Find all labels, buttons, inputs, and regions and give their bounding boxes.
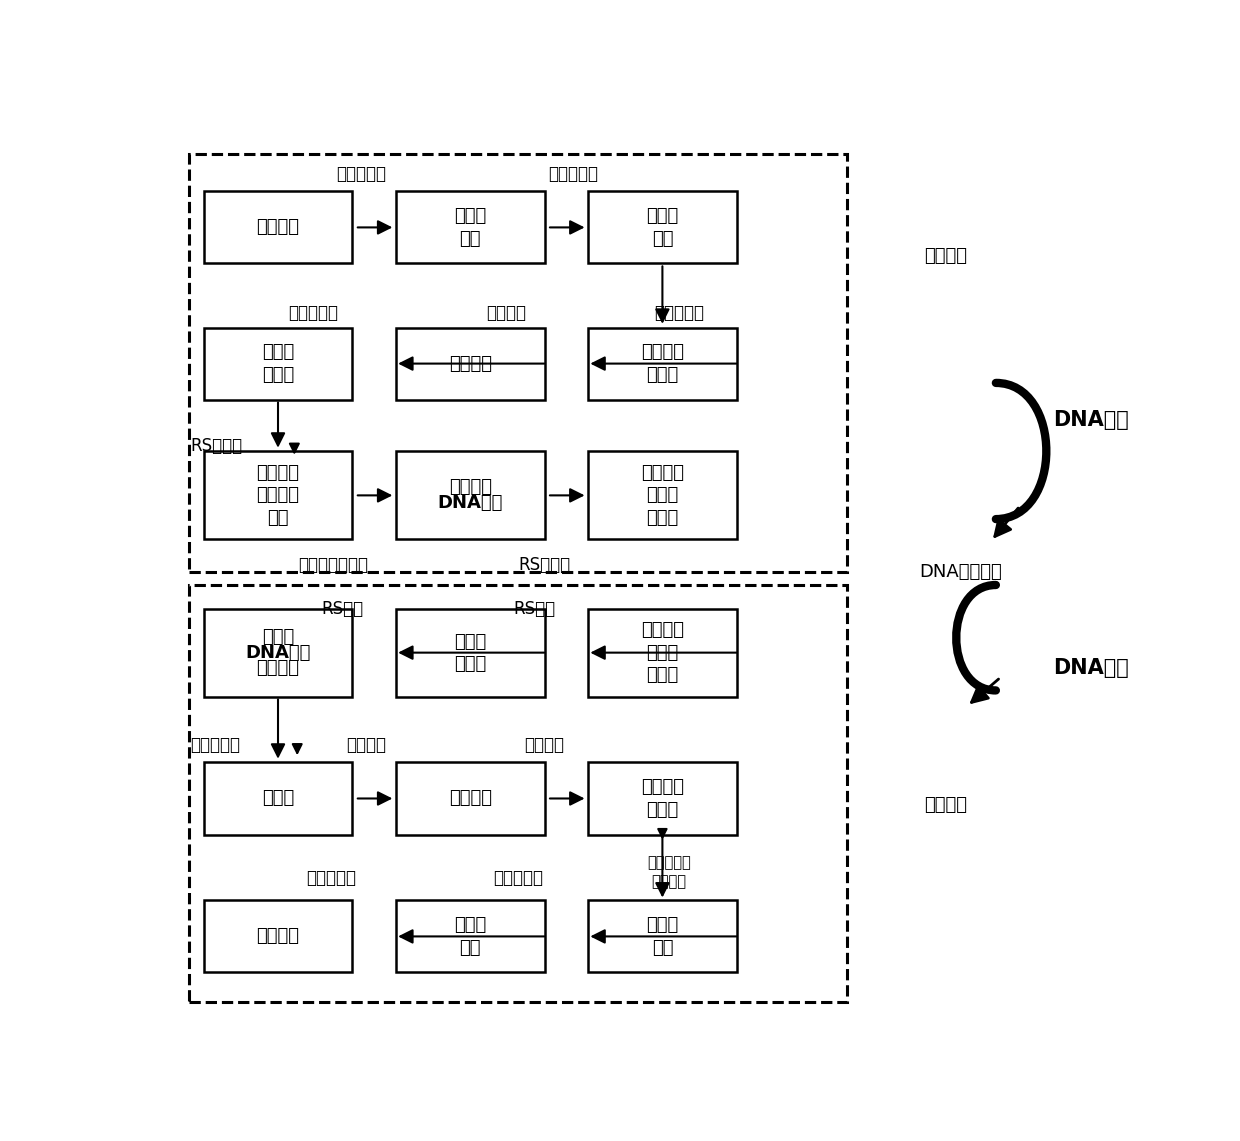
Text: DNA序列: DNA序列	[438, 494, 503, 512]
Text: 二进制
序列: 二进制 序列	[454, 916, 486, 956]
Text: 模型码: 模型码	[262, 790, 294, 808]
Text: 确定模型: 确定模型	[346, 736, 387, 754]
Text: 编码部分: 编码部分	[924, 246, 967, 265]
FancyBboxPatch shape	[203, 608, 352, 696]
FancyBboxPatch shape	[396, 900, 544, 972]
FancyBboxPatch shape	[188, 154, 847, 572]
Text: 包含地址
码序列: 包含地址 码序列	[641, 343, 684, 383]
Text: 霍夫曼编码: 霍夫曼编码	[548, 164, 598, 183]
FancyBboxPatch shape	[203, 762, 352, 834]
Text: 二进制
序列: 二进制 序列	[454, 208, 486, 248]
Text: DNA序列: DNA序列	[246, 644, 311, 662]
Text: 修改后
模型码: 修改后 模型码	[262, 343, 294, 383]
Text: 纠错后: 纠错后	[262, 628, 294, 646]
Text: 删除地址码
和纠错码: 删除地址码 和纠错码	[647, 856, 691, 889]
Text: DNA合成: DNA合成	[1054, 410, 1130, 430]
Text: 二进制转换: 二进制转换	[336, 164, 387, 183]
FancyBboxPatch shape	[396, 452, 544, 540]
Text: 压缩后
序列: 压缩后 序列	[646, 208, 678, 248]
Text: DNA存放部分: DNA存放部分	[919, 563, 1002, 581]
FancyBboxPatch shape	[396, 608, 544, 696]
FancyBboxPatch shape	[588, 192, 737, 264]
Text: 霍夫曼解码: 霍夫曼解码	[494, 868, 543, 887]
Text: 混合模型: 混合模型	[449, 790, 492, 808]
Text: 包含纠错
序列的
序列集: 包含纠错 序列的 序列集	[641, 622, 684, 683]
Text: 输入数据: 输入数据	[257, 218, 300, 236]
FancyBboxPatch shape	[203, 192, 352, 264]
Text: RS解码: RS解码	[513, 600, 556, 617]
FancyBboxPatch shape	[203, 327, 352, 399]
FancyBboxPatch shape	[188, 585, 847, 1002]
Text: RS码纠错: RS码纠错	[518, 556, 570, 574]
Text: 包含纠错
序列的
序列集: 包含纠错 序列的 序列集	[641, 464, 684, 527]
Text: 模型解码: 模型解码	[525, 736, 564, 754]
Text: DNA测序: DNA测序	[1054, 658, 1130, 679]
Text: RS解码: RS解码	[321, 600, 363, 617]
Text: 读取模型码: 读取模型码	[191, 736, 241, 754]
Text: 模型码和
序列的纠
错码: 模型码和 序列的纠 错码	[257, 464, 300, 527]
Text: 二进制转换: 二进制转换	[306, 868, 356, 887]
Text: 纠错后
序列集: 纠错后 序列集	[454, 632, 486, 673]
Text: 压缩后
序列: 压缩后 序列	[646, 916, 678, 956]
FancyBboxPatch shape	[588, 327, 737, 399]
FancyBboxPatch shape	[588, 762, 737, 834]
Text: 修改模型码: 修改模型码	[289, 304, 339, 322]
FancyBboxPatch shape	[588, 608, 737, 696]
Text: 重复编码和纠错: 重复编码和纠错	[298, 556, 368, 574]
FancyBboxPatch shape	[396, 192, 544, 264]
Text: RS码纠错: RS码纠错	[191, 437, 243, 455]
FancyBboxPatch shape	[203, 452, 352, 540]
Text: 选择模型: 选择模型	[486, 304, 526, 322]
Text: 和模型码: 和模型码	[257, 659, 300, 678]
Text: 完成编码: 完成编码	[449, 478, 492, 496]
FancyBboxPatch shape	[588, 900, 737, 972]
FancyBboxPatch shape	[396, 762, 544, 834]
FancyBboxPatch shape	[396, 327, 544, 399]
Text: 添加地址码: 添加地址码	[653, 304, 704, 322]
FancyBboxPatch shape	[588, 452, 737, 540]
Text: 包含地址
码序列: 包含地址 码序列	[641, 778, 684, 818]
Text: 输入数据: 输入数据	[257, 928, 300, 946]
Text: 解码部分: 解码部分	[924, 795, 967, 814]
Text: 混合模型: 混合模型	[449, 355, 492, 373]
FancyBboxPatch shape	[203, 900, 352, 972]
